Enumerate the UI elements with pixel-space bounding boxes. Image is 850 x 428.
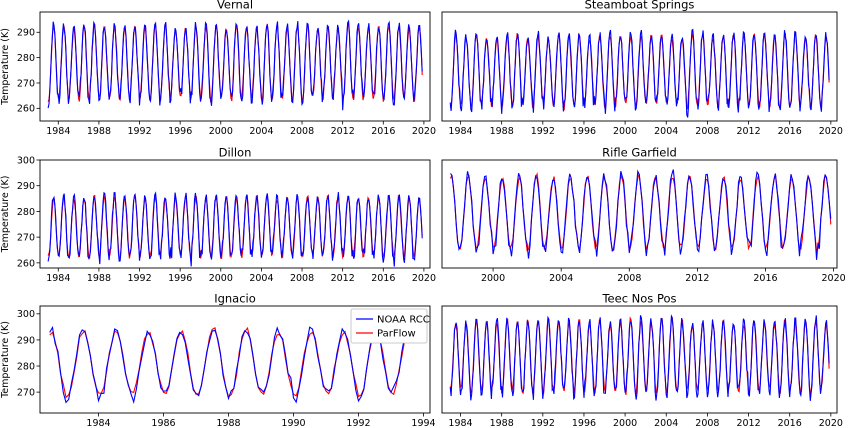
series-noaa-rcc-line (449, 28, 830, 118)
x-tick-label: 2004 (249, 273, 273, 284)
x-tick-label: 2004 (654, 126, 678, 137)
x-tick-label: 2008 (695, 418, 719, 428)
y-tick-label: 290 (17, 28, 35, 39)
x-tick-label: 2012 (331, 126, 355, 137)
x-tick-label: 1984 (46, 273, 70, 284)
x-tick-label: 2016 (778, 126, 802, 137)
y-tick-label: 290 (17, 335, 35, 346)
x-tick-label: 1994 (411, 418, 435, 428)
x-tick-label: 2008 (290, 126, 314, 137)
y-tick-label: 280 (17, 53, 35, 64)
x-tick-label: 2004 (249, 126, 273, 137)
x-tick-label: 2000 (613, 126, 637, 137)
y-tick-label: 290 (17, 181, 35, 192)
panel-3: Rifle Garfield 2000 2004 2008 2012 2016 2020 (441, 146, 846, 284)
x-tick-label: 2004 (654, 418, 678, 428)
plot-frame (441, 11, 838, 122)
legend-box (350, 308, 428, 344)
x-tick-label: 2000 (613, 418, 637, 428)
y-tick-label: 270 (17, 233, 35, 244)
series-noaa-rcc-line (449, 314, 830, 401)
x-tick-label: 2008 (290, 273, 314, 284)
chart-title: Steamboat Springs (585, 0, 695, 12)
x-tick-label: 1986 (151, 418, 175, 428)
y-axis-label: Temperature (K) (0, 28, 11, 106)
x-tick-label: 1992 (127, 273, 151, 284)
x-tick-label: 1984 (448, 126, 472, 137)
x-tick-label: 1996 (168, 126, 192, 137)
plot-frame (441, 159, 838, 269)
y-tick-label: 300 (17, 309, 35, 320)
x-tick-label: 2012 (331, 273, 355, 284)
x-tick-label: 2000 (209, 273, 233, 284)
x-tick-label: 2000 (209, 126, 233, 137)
x-tick-label: 2020 (412, 273, 436, 284)
x-tick-label: 2016 (753, 273, 777, 284)
chart-title: Teec Nos Pos (601, 292, 676, 306)
x-tick-label: 2016 (371, 273, 395, 284)
x-tick-label: 2008 (695, 126, 719, 137)
legend-label: NOAA RCC (377, 315, 430, 326)
x-tick-label: 2012 (736, 126, 760, 137)
chart-title: Rifle Garfield (602, 146, 677, 160)
y-axis-label: Temperature (K) (0, 321, 11, 399)
x-tick-label: 1988 (490, 126, 514, 137)
x-tick-label: 1996 (168, 273, 192, 284)
plot-frame (39, 11, 431, 122)
y-axis-label: Temperature (K) (0, 176, 11, 254)
plot-frame (441, 305, 838, 414)
x-tick-label: 1992 (346, 418, 370, 428)
x-tick-label: 1996 (572, 126, 596, 137)
x-tick-label: 1992 (127, 126, 151, 137)
x-tick-label: 2016 (371, 126, 395, 137)
y-tick-label: 300 (17, 155, 35, 166)
x-tick-label: 2020 (822, 273, 846, 284)
panel-1: Steamboat Springs 1984 1988 1992 1996 2000 200… (441, 0, 843, 137)
x-tick-label: 2020 (819, 418, 843, 428)
series-noaa-rcc-line (47, 19, 423, 111)
y-tick-label: 260 (17, 104, 35, 115)
x-tick-label: 1990 (281, 418, 305, 428)
series-noaa-rcc-line (450, 169, 832, 260)
series-noaa-rcc-line (47, 191, 423, 267)
x-tick-label: 2008 (617, 273, 641, 284)
x-tick-label: 1984 (86, 418, 110, 428)
x-tick-label: 2004 (549, 273, 573, 284)
x-tick-label: 2020 (412, 126, 436, 137)
x-tick-label: 2012 (685, 273, 709, 284)
x-tick-label: 2016 (778, 418, 802, 428)
chart-title: Ignacio (214, 292, 256, 306)
y-tick-label: 260 (17, 258, 35, 269)
x-tick-label: 1988 (87, 273, 111, 284)
x-tick-label: 2012 (736, 418, 760, 428)
plot-frame (39, 159, 431, 269)
x-tick-label: 1996 (572, 418, 596, 428)
x-tick-label: 1988 (216, 418, 240, 428)
panel-0: Vernal 1984 1988 1992 1996 2000 2004 2008 2012 20… (0, 0, 436, 137)
x-tick-label: 1984 (448, 418, 472, 428)
x-tick-label: 1988 (87, 126, 111, 137)
x-tick-label: 2000 (481, 273, 505, 284)
x-tick-label: 2020 (819, 126, 843, 137)
y-tick-label: 270 (17, 78, 35, 89)
chart-title: Vernal (217, 0, 253, 12)
chart-title: Dillon (219, 146, 252, 160)
plot-frame (39, 305, 431, 414)
y-tick-label: 280 (17, 361, 35, 372)
legend: NOAA RCC ParFlow (350, 308, 430, 344)
x-tick-label: 1992 (531, 126, 555, 137)
x-tick-label: 1984 (46, 126, 70, 137)
panel-5: Teec Nos Pos 1984 1988 1992 1996 2000 2004 2008… (441, 292, 843, 428)
series-noaa-rcc-line (49, 325, 411, 404)
x-tick-label: 1988 (490, 418, 514, 428)
panel-2: Dillon 1984 1988 1992 1996 2000 2004 2008 2012 20… (0, 146, 436, 285)
panel-4: Ignacio 1984 1986 1988 1990 1992 1994 270 280 290… (0, 292, 436, 428)
x-tick-label: 1992 (531, 418, 555, 428)
legend-label: ParFlow (377, 329, 416, 340)
y-tick-label: 270 (17, 388, 35, 399)
y-tick-label: 280 (17, 207, 35, 218)
